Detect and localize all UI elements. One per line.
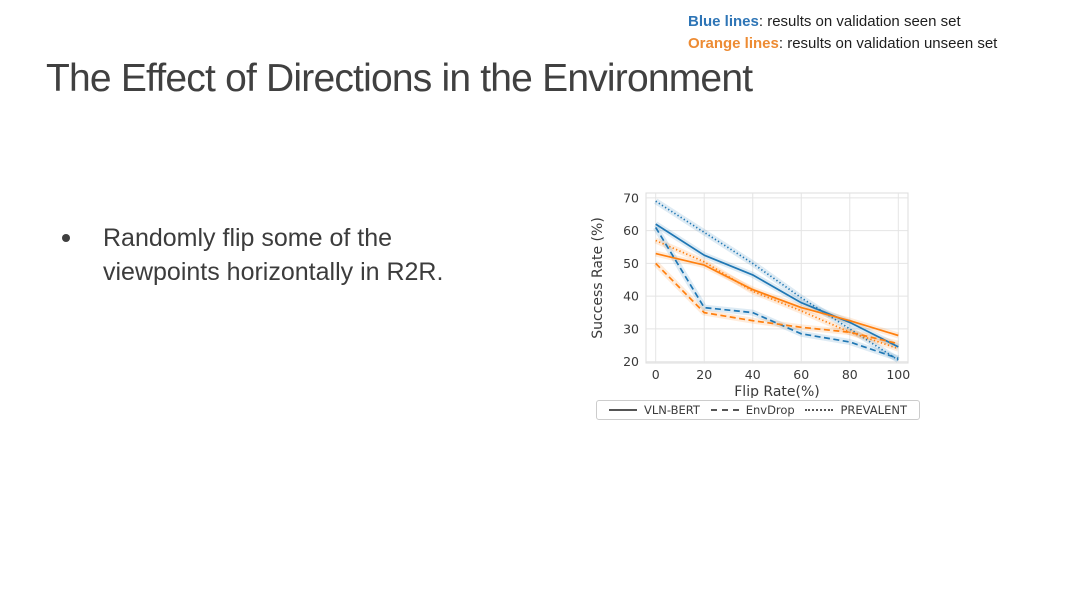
note-line-unseen: Orange lines: results on validation unse… — [688, 33, 997, 55]
dashed-line-sample-icon — [710, 409, 739, 411]
x-tick-label: 0 — [652, 367, 660, 382]
solid-line-sample-icon — [609, 409, 637, 411]
line-plot: 0 20 40 60 80 100 20 30 40 50 60 70 Flip Rate(%) Succ… — [590, 190, 910, 398]
y-tick-label: 40 — [623, 289, 639, 304]
line-EnvDrop-val_seen — [654, 226, 899, 360]
note-line-seen: Blue lines: results on validation seen s… — [688, 11, 997, 33]
line-VLN-BERT-val_seen — [655, 223, 899, 348]
x-tick-label: 20 — [696, 367, 712, 382]
chart-legend: VLN-BERT EnvDrop PREVALENT — [596, 400, 920, 420]
legend-item-PREVALENT: PREVALENT — [805, 403, 907, 417]
y-tick-label: 70 — [623, 190, 639, 205]
line-EnvDrop-val_unseen — [655, 262, 899, 345]
x-tick-label: 100 — [886, 367, 910, 382]
line-VLN-BERT-val_unseen — [655, 252, 899, 337]
x-tick-label: 60 — [793, 367, 809, 382]
flip-rate-chart: 0 20 40 60 80 100 20 30 40 50 60 70 Flip Rate(%) Succ… — [588, 186, 928, 420]
note-unseen-text: : results on validation unseen set — [778, 34, 998, 52]
note-blue-label: Blue lines — [688, 13, 759, 30]
dotted-line-sample-icon — [805, 409, 834, 411]
note-orange-label: Orange lines — [688, 34, 779, 52]
legend-item-VLN-BERT: VLN-BERT — [609, 403, 700, 417]
y-tick-label: 30 — [623, 321, 639, 336]
y-axis-label: Success Rate (%) — [590, 217, 606, 339]
line-PREVALENT-val_seen — [655, 200, 899, 361]
note-seen-text: : results on validation seen set — [758, 13, 961, 30]
legend-label: PREVALENT — [840, 403, 907, 417]
plot-area — [645, 192, 909, 364]
bullet-item: Randomly flip some of the viewpoints hor… — [62, 221, 454, 289]
ci-band-PREVALENT-val_unseen — [654, 237, 900, 352]
bullet-text: Randomly flip some of the viewpoints hor… — [103, 224, 444, 286]
legend-label: VLN-BERT — [644, 403, 700, 417]
legend-item-EnvDrop: EnvDrop — [710, 403, 795, 417]
x-axis-label: Flip Rate(%) — [734, 384, 820, 398]
color-key-note: Blue lines: results on validation seen s… — [688, 11, 997, 54]
legend-label: EnvDrop — [745, 403, 795, 417]
bullet-dot — [62, 234, 70, 242]
y-tick-label: 50 — [623, 256, 639, 271]
x-tick-label: 40 — [745, 367, 761, 382]
x-tick-label: 80 — [842, 367, 858, 382]
slide-title: The Effect of Directions in the Environm… — [46, 57, 753, 100]
y-tick-label: 20 — [623, 354, 639, 369]
y-tick-label: 60 — [623, 223, 639, 238]
